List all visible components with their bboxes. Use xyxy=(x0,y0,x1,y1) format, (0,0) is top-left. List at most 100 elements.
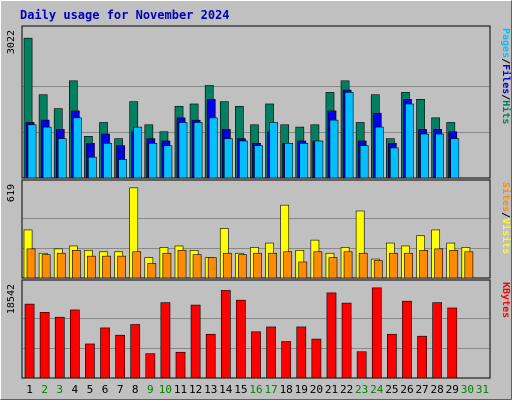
sites-bar xyxy=(464,251,474,279)
kbytes-bar xyxy=(296,326,307,379)
day-label: 22 xyxy=(340,383,353,396)
pages-bar xyxy=(57,138,67,179)
kbytes-legend: KBytes xyxy=(500,282,511,318)
sites-bar xyxy=(389,252,398,279)
day-label: 13 xyxy=(204,383,217,396)
kbytes-bar xyxy=(220,290,231,379)
kbytes-bar xyxy=(281,341,292,379)
day-label: 6 xyxy=(102,383,109,396)
kbytes-panel xyxy=(21,279,491,379)
day-label: 9 xyxy=(147,383,154,396)
pages-bar xyxy=(118,159,127,179)
kbytes-bar xyxy=(311,338,322,379)
kbytes-bar xyxy=(341,302,352,379)
kbytes-max-label: 18542 xyxy=(6,284,17,314)
pages-bar xyxy=(178,122,188,179)
pages-bar xyxy=(374,126,384,179)
visits-sites-legend: Sites/Visits xyxy=(500,182,512,254)
sites-bar xyxy=(283,251,293,279)
pages-bar xyxy=(450,138,460,179)
sites-bar xyxy=(117,255,126,279)
kbytes-bar xyxy=(130,324,141,379)
hits-files-pages-legend: Pages/Files/Hits xyxy=(500,28,512,124)
pages-bar xyxy=(208,117,218,179)
kbytes-bar xyxy=(145,353,156,379)
sites-bar xyxy=(56,252,66,279)
kbytes-bar xyxy=(417,335,427,379)
kbytes-bar xyxy=(205,333,216,379)
sites-bar xyxy=(147,263,157,279)
chart-title: Daily usage for November 2024 xyxy=(20,8,230,22)
pages-bar xyxy=(193,122,203,179)
sites-bar xyxy=(298,261,308,279)
kbytes-bar xyxy=(115,334,125,379)
day-label: 20 xyxy=(310,383,323,396)
kbytes-bar xyxy=(39,312,50,379)
sites-bar xyxy=(358,252,368,279)
pages-bar xyxy=(269,122,278,179)
pages-bar xyxy=(254,145,263,179)
day-label: 27 xyxy=(415,383,428,396)
visits-sites-legend-part: / xyxy=(500,212,511,218)
day-label: 15 xyxy=(234,383,247,396)
kbytes-bar xyxy=(175,351,186,379)
day-label: 21 xyxy=(325,383,338,396)
day-label: 18 xyxy=(280,383,293,396)
day-label: 14 xyxy=(219,383,233,396)
hits-files-pages-legend-part: Files xyxy=(500,64,512,94)
kbytes-bar xyxy=(266,326,276,379)
sites-bar xyxy=(192,254,202,279)
day-label: 28 xyxy=(431,383,444,396)
hits-files-pages-panel xyxy=(21,25,491,179)
kbytes-bar xyxy=(251,331,261,379)
day-label: 8 xyxy=(132,383,139,396)
pages-bar xyxy=(223,138,233,179)
sites-bar xyxy=(41,254,51,279)
day-label: 7 xyxy=(117,383,124,396)
kbytes-bar xyxy=(387,333,397,379)
day-label: 29 xyxy=(446,383,459,396)
pages-bar xyxy=(435,133,445,179)
pages-bar xyxy=(359,145,369,179)
pages-bar xyxy=(133,126,143,179)
day-label: 17 xyxy=(264,383,277,396)
visits-sites-panel xyxy=(21,179,491,279)
sites-bar xyxy=(238,254,247,279)
day-label: 25 xyxy=(385,383,398,396)
hits-files-pages-legend-part: Hits xyxy=(500,100,512,124)
pages-bar xyxy=(390,147,399,179)
kbytes-bar xyxy=(190,304,201,379)
pages-bar xyxy=(103,142,112,179)
kbytes-legend-part: KBytes xyxy=(500,282,511,318)
kbytes-bar xyxy=(447,307,458,379)
sites-bar xyxy=(434,248,444,279)
day-label: 1 xyxy=(26,383,33,396)
hits-files-pages-legend-part: Pages xyxy=(500,28,511,58)
pages-bar xyxy=(239,140,248,179)
kbytes-bar xyxy=(100,327,110,379)
hits-files-pages-legend-part: / xyxy=(500,94,511,100)
pages-bar xyxy=(42,126,52,179)
day-label: 19 xyxy=(295,383,308,396)
day-label: 31 xyxy=(476,383,489,396)
pages-bar xyxy=(314,140,324,179)
sites-bar xyxy=(268,252,277,279)
day-label: 4 xyxy=(72,383,79,396)
sites-bar xyxy=(177,250,187,279)
day-label: 11 xyxy=(174,383,187,396)
day-label: 26 xyxy=(400,383,413,396)
pages-bar xyxy=(329,119,339,179)
kbytes-bar xyxy=(371,287,382,379)
hits-files-pages-legend-part: / xyxy=(500,58,511,64)
day-label: 5 xyxy=(87,383,94,396)
kbytes-bar xyxy=(160,302,171,379)
hits-files-pages-max-label: 3022 xyxy=(6,30,17,54)
sites-bar xyxy=(222,252,232,279)
visits-sites-legend-part: Sites xyxy=(500,182,512,212)
pages-bar xyxy=(148,142,158,179)
day-label: 12 xyxy=(189,383,202,396)
sites-bar xyxy=(449,250,459,279)
pages-bar xyxy=(344,92,354,179)
sites-bar xyxy=(419,250,428,279)
